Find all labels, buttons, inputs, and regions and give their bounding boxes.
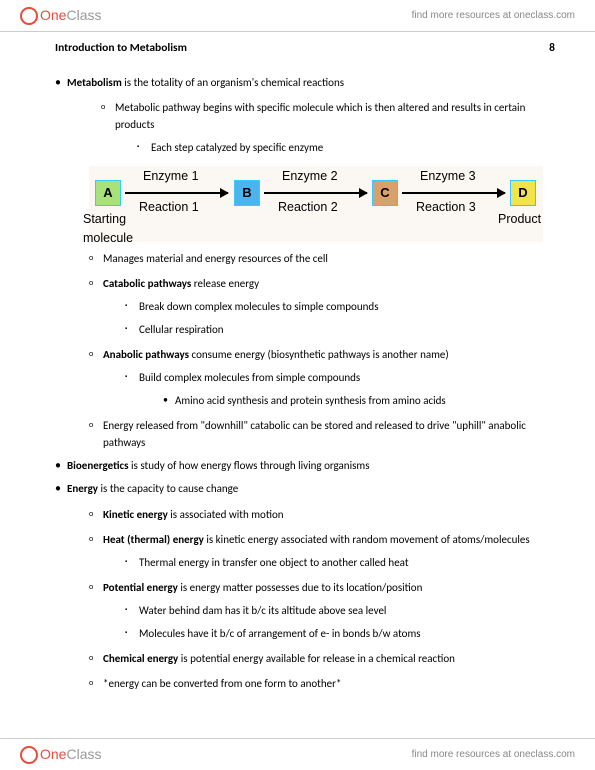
text: is study of how energy flows through liv… [129, 459, 370, 472]
text: release energy [191, 277, 259, 290]
diagram-arrow [125, 192, 228, 194]
page-footer: OneClass find more resources at oneclass… [0, 738, 595, 770]
start-label: Startingmolecule [83, 210, 133, 249]
list-item: Thermal energy in transfer one object to… [139, 554, 555, 571]
term: Bioenergetics [67, 459, 129, 472]
term: Kinetic energy [103, 508, 168, 521]
list-item: Manages material and energy resources of… [103, 250, 555, 267]
term: Energy [67, 482, 98, 495]
diagram-node: B [234, 180, 260, 206]
list-item: Energy released from "downhill" cataboli… [103, 417, 555, 451]
page-title: Introduction to Metabolism [55, 40, 187, 58]
diagram-node: D [510, 180, 536, 206]
brand-logo: OneClass [20, 744, 101, 766]
list-item: Water behind dam has it b/c its altitude… [139, 602, 555, 619]
list-item: Anabolic pathways consume energy (biosyn… [103, 346, 555, 363]
edge-top-label: Enzyme 1 [143, 167, 199, 186]
outline-cont: Manages material and energy resources of… [55, 250, 555, 692]
outline: Metabolism is the totality of an organis… [55, 74, 555, 156]
edge-bottom-label: Reaction 2 [278, 198, 338, 217]
page-header: OneClass find more resources at oneclass… [0, 0, 595, 32]
list-item: Each step catalyzed by specific enzyme [151, 139, 555, 156]
page-content: Introduction to Metabolism 8 Metabolism … [55, 40, 555, 692]
text: is energy matter possesses due to its lo… [178, 581, 423, 594]
text: consume energy (biosynthetic pathways is… [189, 348, 449, 361]
list-item: Catabolic pathways release energy [103, 275, 555, 292]
diagram-arrow [402, 192, 505, 194]
text: is the capacity to cause change [98, 482, 238, 495]
title-row: Introduction to Metabolism 8 [55, 40, 555, 58]
diagram-node: A [95, 180, 121, 206]
term: Anabolic pathways [103, 348, 189, 361]
logo-icon [20, 746, 38, 764]
list-item: Chemical energy is potential energy avai… [103, 650, 555, 667]
header-tagline: find more resources at oneclass.com [412, 8, 575, 24]
footer-tagline: find more resources at oneclass.com [412, 747, 575, 763]
list-item: Heat (thermal) energy is kinetic energy … [103, 531, 555, 548]
text: is the totality of an organism's chemica… [122, 76, 344, 89]
term: Heat (thermal) energy [103, 533, 204, 546]
list-item: Break down complex molecules to simple c… [139, 298, 555, 315]
text: is kinetic energy associated with random… [204, 533, 530, 546]
pathway-diagram: A B C D Enzyme 1 Reaction 1 Enzyme 2 Reaction 2… [89, 166, 543, 242]
list-item: Amino acid synthesis and protein synthes… [175, 392, 555, 409]
list-item: Energy is the capacity to cause change [67, 480, 555, 497]
edge-top-label: Enzyme 3 [420, 167, 476, 186]
list-item: Potential energy is energy matter posses… [103, 579, 555, 596]
logo-icon [20, 7, 38, 25]
page-number: 8 [549, 40, 555, 58]
list-item: Kinetic energy is associated with motion [103, 506, 555, 523]
list-item: Build complex molecules from simple comp… [139, 369, 555, 386]
diagram-node: C [372, 180, 398, 206]
end-label: Product [498, 210, 541, 229]
term: Potential energy [103, 581, 178, 594]
brand-text: OneClass [40, 744, 101, 766]
list-item: Metabolism is the totality of an organis… [67, 74, 555, 156]
term: Metabolism [67, 76, 122, 89]
edge-top-label: Enzyme 2 [282, 167, 338, 186]
list-item: Cellular respiration [139, 321, 555, 338]
list-item: Molecules have it b/c of arrangement of … [139, 625, 555, 642]
term: Chemical energy [103, 652, 178, 665]
term: Catabolic pathways [103, 277, 191, 290]
brand-text: OneClass [40, 5, 101, 27]
list-item: Bioenergetics is study of how energy flo… [67, 457, 555, 474]
edge-bottom-label: Reaction 3 [416, 198, 476, 217]
edge-bottom-label: Reaction 1 [139, 198, 199, 217]
text: is associated with motion [168, 508, 284, 521]
diagram-arrow [264, 192, 367, 194]
list-item: Metabolic pathway begins with specific m… [115, 99, 555, 133]
brand-logo: OneClass [20, 5, 101, 27]
text: is potential energy available for releas… [178, 652, 455, 665]
list-item: *energy can be converted from one form t… [103, 675, 555, 692]
